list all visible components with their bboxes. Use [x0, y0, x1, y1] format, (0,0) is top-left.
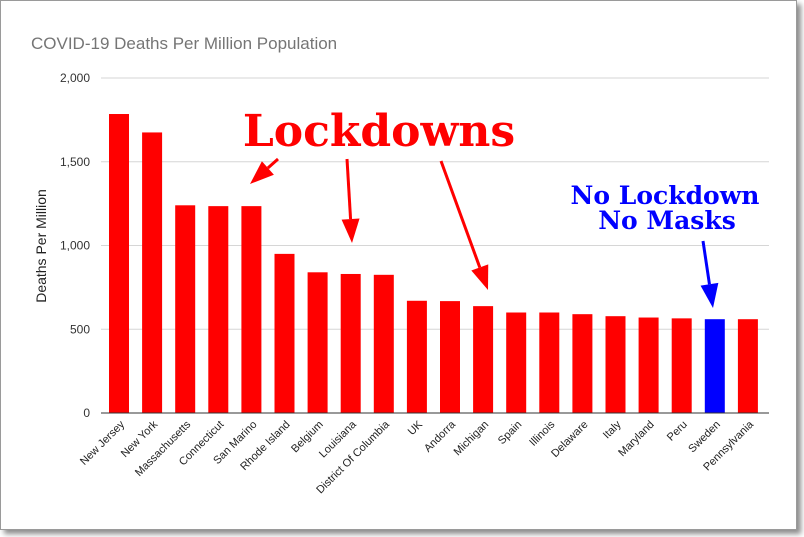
- x-tick-label: Delaware: [549, 419, 590, 460]
- bar: [506, 312, 527, 413]
- bar: [142, 132, 163, 413]
- y-tick-label: 2,000: [60, 71, 90, 85]
- bar: [605, 316, 626, 413]
- bar: [539, 312, 560, 413]
- bar: [274, 253, 295, 413]
- bar: [109, 114, 129, 413]
- x-tick-label: Italy: [601, 418, 624, 441]
- bar: [241, 206, 262, 413]
- bar: [572, 314, 593, 413]
- bar: [671, 318, 692, 413]
- y-tick-label: 1,500: [60, 155, 90, 169]
- bar: [175, 205, 196, 413]
- bar: [473, 306, 494, 413]
- x-tick-label: New Jersey: [78, 418, 127, 467]
- y-tick-label: 1,000: [60, 239, 90, 253]
- bar: [638, 317, 659, 413]
- bar: [340, 273, 361, 413]
- chart: COVID-19 Deaths Per Million Population 0…: [31, 34, 769, 496]
- x-tick-label: Spain: [496, 419, 524, 447]
- y-axis-ticks: 0 500 1,000 1,500 2,000: [60, 71, 90, 420]
- bar: [406, 300, 427, 413]
- y-tick-label: 500: [70, 322, 90, 336]
- y-axis-label: Deaths Per Million: [33, 189, 49, 303]
- x-tick-label: Illinois: [527, 418, 557, 448]
- arrow-to-san-marino: [250, 157, 279, 184]
- x-tick-label: UK: [406, 418, 426, 438]
- annotation-no-masks: No Masks: [598, 206, 736, 235]
- x-tick-label: Maryland: [616, 419, 656, 459]
- chart-frame: COVID-19 Deaths Per Million Population 0…: [0, 0, 797, 530]
- bar: [704, 319, 725, 413]
- bar: [737, 319, 758, 413]
- chart-title: COVID-19 Deaths Per Million Population: [31, 34, 337, 53]
- arrow-to-sweden: [700, 240, 719, 308]
- bar: [208, 206, 229, 413]
- annotation-lockdowns: Lockdowns: [243, 106, 515, 157]
- x-tick-label: Michigan: [452, 419, 492, 459]
- arrow-to-michigan: [439, 160, 489, 290]
- annotations: Lockdowns No Lockdown No Masks: [243, 106, 760, 308]
- y-tick-label: 0: [83, 406, 90, 420]
- x-tick-label: Peru: [665, 419, 690, 444]
- bar: [307, 272, 328, 413]
- bar: [440, 301, 460, 413]
- bar: [373, 274, 394, 413]
- arrow-to-louisiana: [341, 158, 360, 243]
- bars: [109, 114, 758, 413]
- annotation-no-lockdown: No Lockdown: [571, 181, 760, 210]
